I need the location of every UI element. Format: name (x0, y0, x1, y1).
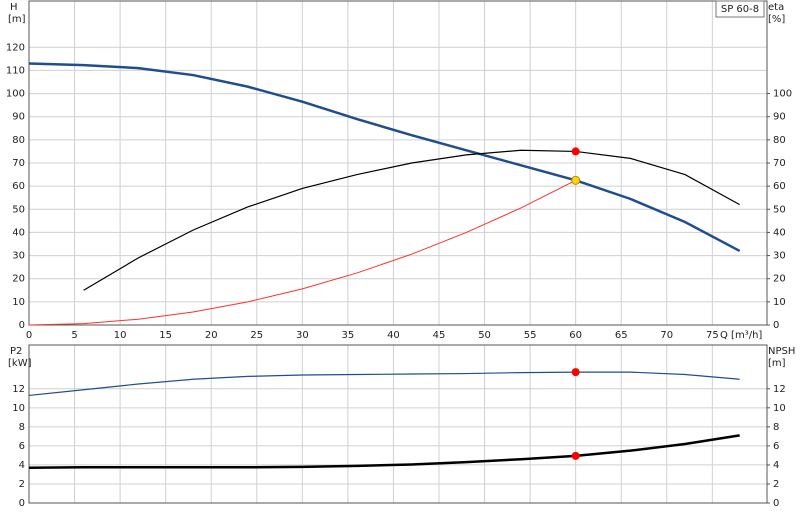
y2-tick-label: 70 (773, 158, 786, 169)
y-tick-label: 2 (19, 479, 25, 490)
x-tick-label: 5 (71, 330, 77, 341)
y2-axis-label: NPSH (768, 346, 795, 357)
y-axis-label: H (10, 2, 18, 13)
y-axis-label: P2 (10, 346, 22, 357)
y-tick-label: 8 (19, 422, 25, 433)
operating-point (571, 147, 580, 156)
curve (28, 179, 576, 326)
x-tick-label: 20 (205, 330, 218, 341)
curve (28, 434, 740, 470)
y-tick-label: 120 (6, 42, 25, 53)
y-tick-label: 20 (12, 274, 25, 285)
x-tick-label: 30 (296, 330, 309, 341)
x-tick-label: 50 (478, 330, 491, 341)
y2-axis-unit: [m] (768, 358, 786, 369)
x-tick-label: 70 (660, 330, 673, 341)
y2-tick-label: 10 (773, 297, 786, 308)
y2-tick-label: 2 (773, 479, 779, 490)
x-tick-label: 35 (342, 330, 355, 341)
x-tick-label: 65 (615, 330, 628, 341)
y-tick-label: 12 (12, 384, 25, 395)
y2-tick-label: 80 (773, 135, 786, 146)
x-tick-label: 60 (569, 330, 582, 341)
y2-tick-label: 4 (773, 460, 779, 471)
x-tick-label: 40 (387, 330, 400, 341)
y2-tick-label: 8 (773, 422, 779, 433)
y2-tick-label: 20 (773, 274, 786, 285)
y2-tick-label: 12 (773, 384, 786, 395)
y2-tick-label: 100 (773, 89, 792, 100)
y-tick-label: 0 (19, 498, 25, 509)
x-tick-label: 25 (250, 330, 263, 341)
curve (28, 62, 741, 253)
plot-frame (28, 0, 768, 326)
y-axis-unit: [kW] (8, 358, 32, 369)
y-tick-label: 4 (19, 460, 25, 471)
y2-tick-label: 60 (773, 181, 786, 192)
y2-tick-label: 6 (773, 441, 779, 452)
x-tick-label: 75 (706, 330, 719, 341)
y-tick-label: 6 (19, 441, 25, 452)
x-tick-label: 15 (159, 330, 172, 341)
y2-tick-label: 50 (773, 204, 786, 215)
curve (83, 149, 740, 291)
x-tick-label: 0 (26, 330, 32, 341)
y-tick-label: 100 (6, 89, 25, 100)
y-tick-label: 30 (12, 251, 25, 262)
plot-frame (28, 344, 768, 504)
y-tick-label: 40 (12, 227, 25, 238)
curve (28, 371, 740, 397)
y-axis-unit: [m] (8, 14, 26, 25)
y-tick-label: 10 (12, 403, 25, 414)
y-tick-label: 10 (12, 297, 25, 308)
y-tick-label: 90 (12, 112, 25, 123)
y2-tick-label: 90 (773, 112, 786, 123)
x-tick-label: 55 (524, 330, 537, 341)
y2-tick-label: 10 (773, 403, 786, 414)
y-tick-label: 50 (12, 204, 25, 215)
y-tick-label: 80 (12, 135, 25, 146)
x-tick-label: 45 (433, 330, 446, 341)
y2-axis-label: eta (768, 2, 784, 13)
y2-axis-unit: [%] (768, 14, 785, 25)
y2-tick-label: 40 (773, 227, 786, 238)
y-tick-label: 60 (12, 181, 25, 192)
y-tick-label: 70 (12, 158, 25, 169)
y2-tick-label: 0 (773, 498, 779, 509)
y-tick-label: 110 (6, 65, 25, 76)
y2-tick-label: 0 (773, 320, 779, 331)
operating-point (571, 175, 581, 185)
operating-point (571, 451, 580, 460)
x-axis-label: Q [m³/h] (720, 330, 762, 341)
x-tick-label: 10 (114, 330, 127, 341)
y2-tick-label: 30 (773, 251, 786, 262)
y-tick-label: 0 (19, 320, 25, 331)
operating-point (571, 368, 580, 377)
title-box (715, 0, 765, 18)
chart-title: SP 60-8 (721, 4, 759, 15)
